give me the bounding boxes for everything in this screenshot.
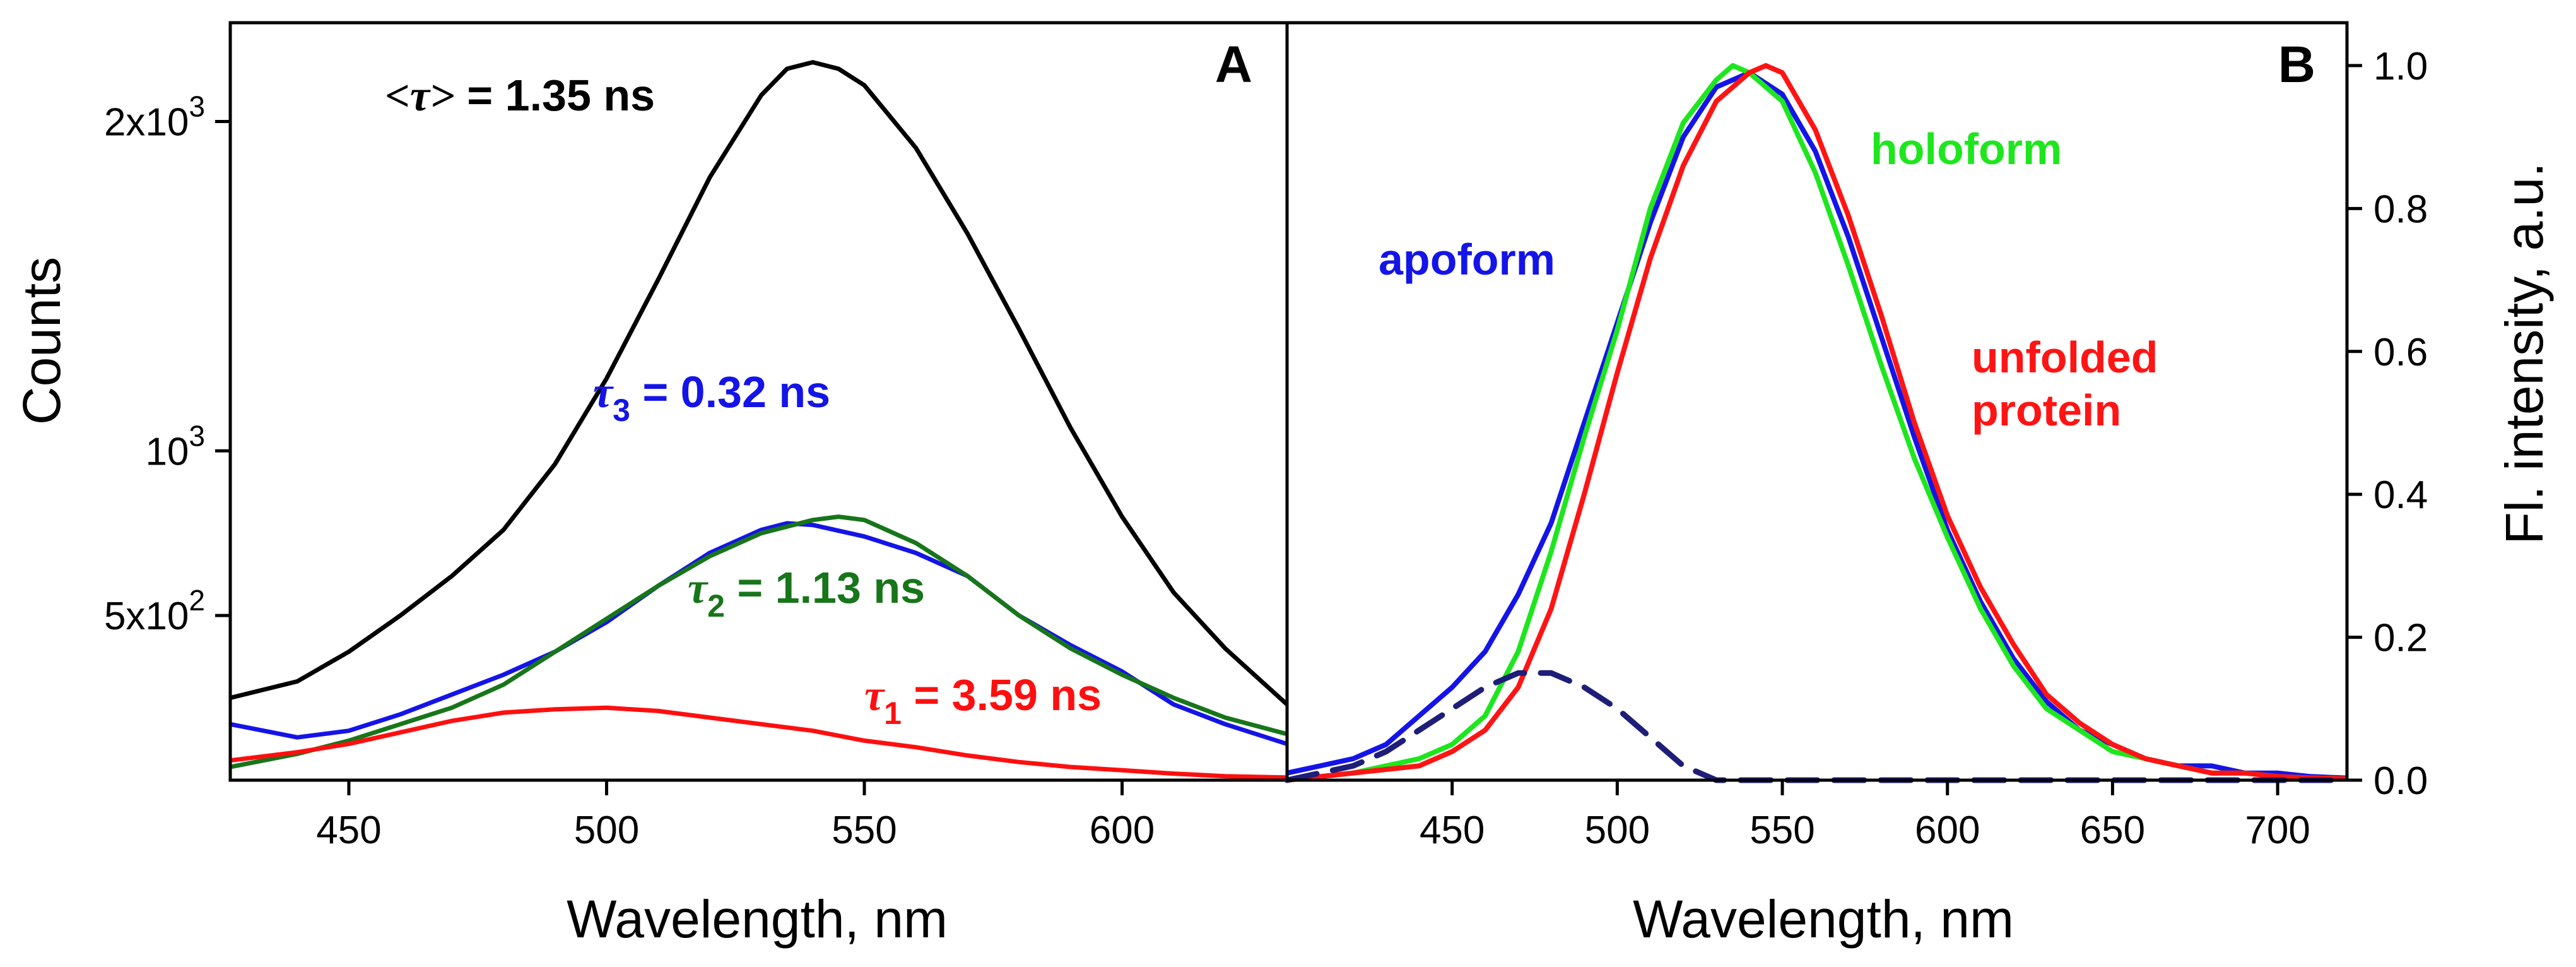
panel-a-xtick-label: 450 — [316, 809, 381, 852]
panel-b-ytick-label: 1.0 — [2373, 45, 2428, 88]
panel-a-ytick-label: 5x102 — [104, 584, 205, 638]
panel-b-xtick-label: 450 — [1420, 809, 1485, 852]
panel-a: 450 500 550 600 5x102 103 2x103 Counts Wavelen… — [12, 21, 1289, 949]
panel-b-frame — [1285, 21, 2349, 782]
panel-b-xtick-label: 650 — [2080, 809, 2145, 852]
panel-b-ytick-label: 0.8 — [2373, 187, 2428, 231]
panel-a-ylabel: Counts — [12, 257, 71, 425]
panel-a-annotation-tau3: τ3 = 0.32 ns — [593, 367, 830, 428]
panel-b-ytick-label: 0.6 — [2373, 331, 2428, 374]
panel-a-ytick-label: 103 — [145, 419, 205, 473]
panel-a-xtick-label: 550 — [832, 809, 897, 852]
panel-b-ytick-label: 0.0 — [2373, 759, 2428, 803]
panel-a-xlabel: Wavelength, nm — [567, 889, 948, 949]
panel-a-annotation-mean: <τ> = 1.35 ns — [385, 71, 655, 121]
panel-a-annotation-tau2: τ2 = 1.13 ns — [688, 563, 925, 624]
panel-a-annotation-tau1: τ1 = 3.59 ns — [864, 670, 1102, 731]
panel-b-xtick-label: 500 — [1585, 809, 1650, 852]
panel-b-ytick-label: 0.2 — [2373, 617, 2428, 660]
panel-a-series-tau1 — [230, 705, 1288, 780]
panel-a-letter: A — [1215, 36, 1252, 93]
panel-b-xtick-label: 600 — [1915, 809, 1980, 852]
panel-a-xtick-label: 600 — [1090, 809, 1155, 852]
panel-a-xtick-label: 500 — [574, 809, 639, 852]
panel-b-letter: B — [2278, 36, 2315, 93]
panel-b-ytick-label: 0.4 — [2373, 473, 2428, 517]
panel-a-ytick-label: 2x103 — [104, 90, 205, 145]
panel-b-annotation-unfolded: unfolded protein — [1972, 333, 2158, 435]
panel-b: 450 500 550 600 650 700 0.0 0.2 0.4 0.6 0.8 1.0 Fl.… — [1284, 21, 2554, 949]
panel-b-xlabel: Wavelength, nm — [1633, 889, 2014, 949]
panel-b-annotation-apoform: apoform — [1379, 235, 1555, 284]
panel-a-series-mean — [230, 60, 1289, 706]
panel-b-xtick-label: 700 — [2245, 809, 2310, 852]
panel-a-series-tau3 — [230, 521, 1288, 746]
panel-b-series-holoform — [1286, 62, 2348, 783]
panel-a-series-tau2 — [230, 514, 1288, 769]
panel-b-ylabel: Fl. intensity, a.u. — [2495, 162, 2554, 544]
panel-b-xtick-label: 550 — [1750, 809, 1814, 852]
panel-b-annotation-holoform: holoform — [1871, 124, 2062, 174]
